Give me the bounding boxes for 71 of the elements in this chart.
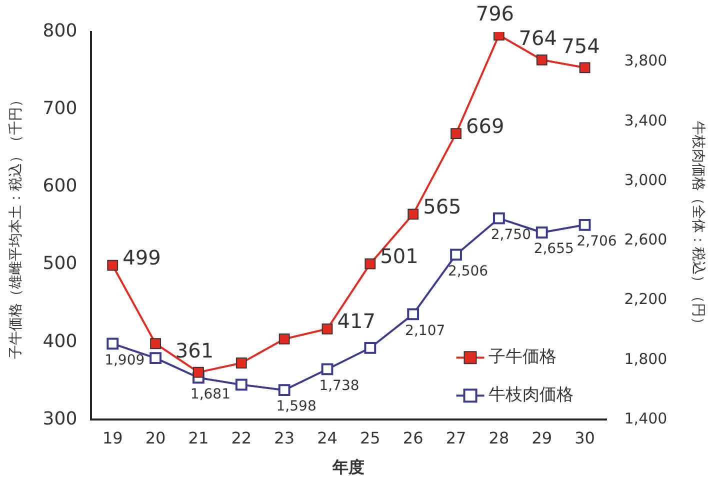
y2-tick-label: 1,400 bbox=[624, 409, 668, 428]
x-tick-label: 19 bbox=[102, 428, 123, 448]
point bbox=[364, 342, 376, 354]
data-label: 361 bbox=[175, 338, 214, 363]
point bbox=[536, 226, 548, 238]
x-tick-label: 25 bbox=[360, 428, 380, 448]
x-tick-label: 24 bbox=[317, 428, 338, 448]
point bbox=[450, 248, 462, 261]
x-tick-label: 20 bbox=[145, 428, 166, 448]
x-tick-label: 27 bbox=[446, 428, 466, 448]
data-label: 499 bbox=[122, 246, 161, 270]
data-label: 1,598 bbox=[276, 398, 316, 415]
point bbox=[407, 308, 420, 320]
data-label: 2,107 bbox=[405, 322, 446, 339]
point bbox=[278, 384, 290, 396]
point bbox=[322, 323, 333, 334]
x-tick-label: 22 bbox=[231, 428, 252, 448]
y-tick-label: 700 bbox=[42, 98, 78, 120]
y-tick-label: 600 bbox=[42, 176, 78, 197]
point bbox=[408, 208, 419, 220]
data-label: 2,655 bbox=[534, 241, 574, 258]
y2-tick-label: 3,000 bbox=[624, 170, 668, 189]
point bbox=[150, 338, 161, 350]
data-label: 2,506 bbox=[448, 263, 488, 280]
data-label: 2,706 bbox=[576, 234, 617, 250]
data-label: 764 bbox=[518, 26, 557, 50]
point bbox=[536, 54, 548, 66]
data-label: 417 bbox=[337, 309, 376, 334]
point bbox=[579, 62, 590, 74]
data-label: 796 bbox=[476, 1, 514, 26]
point bbox=[107, 260, 118, 271]
y2-tick-label: 3,400 bbox=[624, 111, 668, 130]
point bbox=[321, 363, 334, 376]
legend-label: 牛枝肉価格 bbox=[488, 385, 574, 406]
point bbox=[236, 358, 247, 368]
data-label: 2,750 bbox=[490, 226, 531, 243]
y-tick-label: 400 bbox=[42, 330, 78, 352]
x-tick-label: 21 bbox=[188, 428, 209, 448]
point bbox=[193, 366, 204, 378]
data-label: 1,738 bbox=[319, 378, 360, 394]
y-tick-label: 300 bbox=[42, 408, 78, 430]
x-tick-label: 28 bbox=[488, 428, 510, 448]
y2-tick-label: 3,800 bbox=[624, 52, 668, 70]
point bbox=[278, 334, 290, 344]
data-label: 565 bbox=[423, 194, 462, 218]
x-tick-label: 30 bbox=[574, 428, 595, 448]
data-label: 501 bbox=[380, 244, 418, 268]
data-label: 1,681 bbox=[190, 386, 231, 402]
y-tick-label: 500 bbox=[42, 253, 78, 274]
point bbox=[364, 258, 376, 270]
data-label: 1,909 bbox=[104, 352, 145, 368]
point bbox=[493, 32, 504, 41]
x-tick-label: 23 bbox=[274, 428, 294, 448]
point bbox=[235, 378, 248, 391]
point bbox=[150, 352, 162, 364]
y2-axis-title: 牛枝肉価格（全体：税込）（円） bbox=[690, 120, 706, 331]
y2-tick-label: 1,800 bbox=[624, 350, 668, 368]
point bbox=[450, 128, 462, 139]
y2-tick-label: 2,200 bbox=[624, 290, 668, 308]
y-axis-title: 子牛価格（雄雌平均本土：税込）（千円） bbox=[8, 92, 24, 359]
y-tick-label: 800 bbox=[42, 20, 78, 42]
legend-label: 子牛価格 bbox=[488, 347, 556, 368]
data-label: 669 bbox=[466, 114, 504, 138]
point bbox=[106, 338, 119, 350]
point bbox=[492, 212, 505, 224]
point bbox=[578, 218, 591, 231]
x-axis-title: 年度 bbox=[332, 458, 365, 477]
data-label: 754 bbox=[562, 34, 600, 58]
y2-tick-label: 2,600 bbox=[624, 230, 668, 249]
x-tick-label: 29 bbox=[532, 428, 552, 448]
x-tick-label: 26 bbox=[402, 428, 424, 448]
